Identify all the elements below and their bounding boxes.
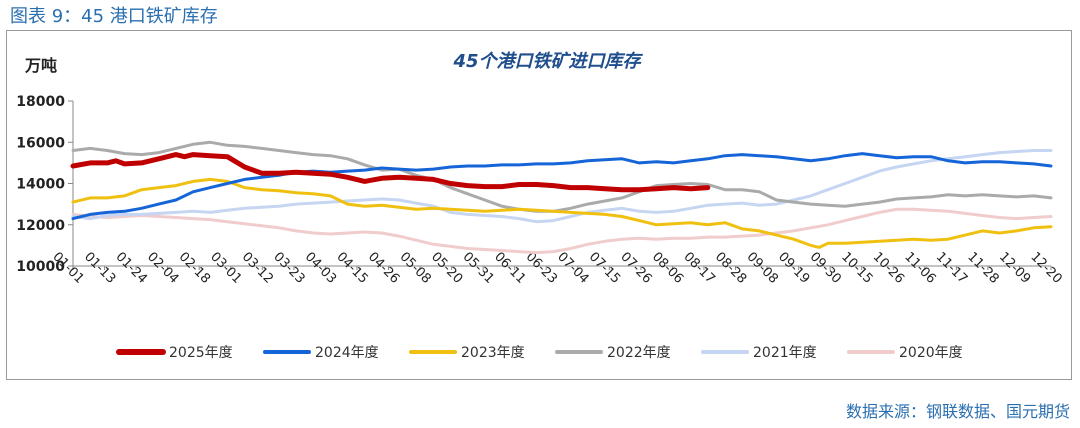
legend-label: 2020年度 bbox=[899, 345, 963, 361]
x-tick-label: 09-19 bbox=[775, 250, 812, 287]
legend-label: 2022年度 bbox=[607, 345, 671, 361]
x-tick-label: 06-23 bbox=[523, 250, 560, 287]
series-line-2024年度 bbox=[71, 152, 1053, 221]
legend: 2025年度 2024年度 2023年度 2022年度 2021年度 2020年度 bbox=[116, 345, 963, 361]
x-tick-label: 08-06 bbox=[649, 250, 686, 287]
x-tick-label: 05-08 bbox=[396, 250, 433, 287]
x-tick-label: 01-24 bbox=[113, 250, 150, 287]
x-tick-label: 07-15 bbox=[586, 250, 623, 287]
x-tick-label: 11-28 bbox=[964, 250, 1001, 287]
legend-label: 2021年度 bbox=[753, 345, 817, 361]
x-tick-label: 10-15 bbox=[838, 250, 875, 287]
x-tick-label: 01-13 bbox=[81, 250, 118, 287]
series-line-2020年度 bbox=[71, 207, 1053, 255]
y-tick-label: 16000 bbox=[16, 135, 65, 151]
x-tick-label: 08-28 bbox=[712, 250, 749, 287]
legend-label: 2023年度 bbox=[461, 345, 525, 361]
chart-frame: 45个港口铁矿进口库存 万吨 10000 12000 14000 16000 18000… bbox=[6, 30, 1072, 380]
series-line-2025年度 bbox=[70, 152, 711, 193]
chart-title: 45个港口铁矿进口库存 bbox=[452, 51, 643, 72]
line-chart: 45个港口铁矿进口库存 万吨 10000 12000 14000 16000 18000… bbox=[16, 51, 1064, 361]
series-line-2023年度 bbox=[71, 177, 1053, 249]
x-tick-label: 07-04 bbox=[554, 250, 591, 287]
x-tick-label: 11-06 bbox=[901, 250, 938, 287]
y-tick-label: 12000 bbox=[16, 218, 65, 234]
x-tick-label: 04-03 bbox=[302, 250, 339, 287]
x-tick-label: 03-12 bbox=[239, 250, 276, 287]
series-line-2022年度 bbox=[71, 140, 1053, 213]
y-tick-label: 14000 bbox=[16, 177, 65, 193]
y-tick-label: 10000 bbox=[16, 259, 65, 275]
x-tick-label: 02-18 bbox=[176, 250, 213, 287]
x-tick-label: 05-20 bbox=[428, 250, 465, 287]
x-tick-label: 04-26 bbox=[365, 250, 402, 287]
series-line-2021年度 bbox=[71, 149, 1053, 224]
axes: 100001200014000160001800001-0101-1301-24… bbox=[16, 94, 1064, 287]
x-tick-label: 06-11 bbox=[491, 250, 528, 287]
x-tick-label: 07-26 bbox=[617, 250, 654, 287]
x-tick-label: 03-01 bbox=[207, 250, 244, 287]
x-tick-label: 10-26 bbox=[870, 250, 907, 287]
x-tick-label: 05-31 bbox=[460, 250, 497, 287]
x-tick-label: 02-04 bbox=[144, 250, 181, 287]
y-tick-label: 18000 bbox=[16, 94, 65, 110]
x-tick-label: 12-20 bbox=[1027, 250, 1064, 287]
x-tick-label: 09-08 bbox=[744, 250, 781, 287]
figure-caption: 图表 9：45 港口铁矿库存 bbox=[10, 6, 218, 27]
source-note: 数据来源：钢联数据、国元期货 bbox=[845, 402, 1070, 421]
x-tick-label: 12-09 bbox=[996, 250, 1033, 287]
legend-label: 2025年度 bbox=[169, 345, 233, 361]
legend-label: 2024年度 bbox=[315, 345, 379, 361]
x-tick-label: 08-17 bbox=[680, 250, 717, 287]
series-layer bbox=[70, 140, 1053, 255]
x-tick-label: 04-15 bbox=[333, 250, 370, 287]
y-axis-unit: 万吨 bbox=[24, 56, 57, 75]
x-tick-label: 03-23 bbox=[270, 250, 307, 287]
x-tick-label: 11-17 bbox=[933, 250, 970, 287]
x-tick-label: 09-30 bbox=[807, 250, 844, 287]
